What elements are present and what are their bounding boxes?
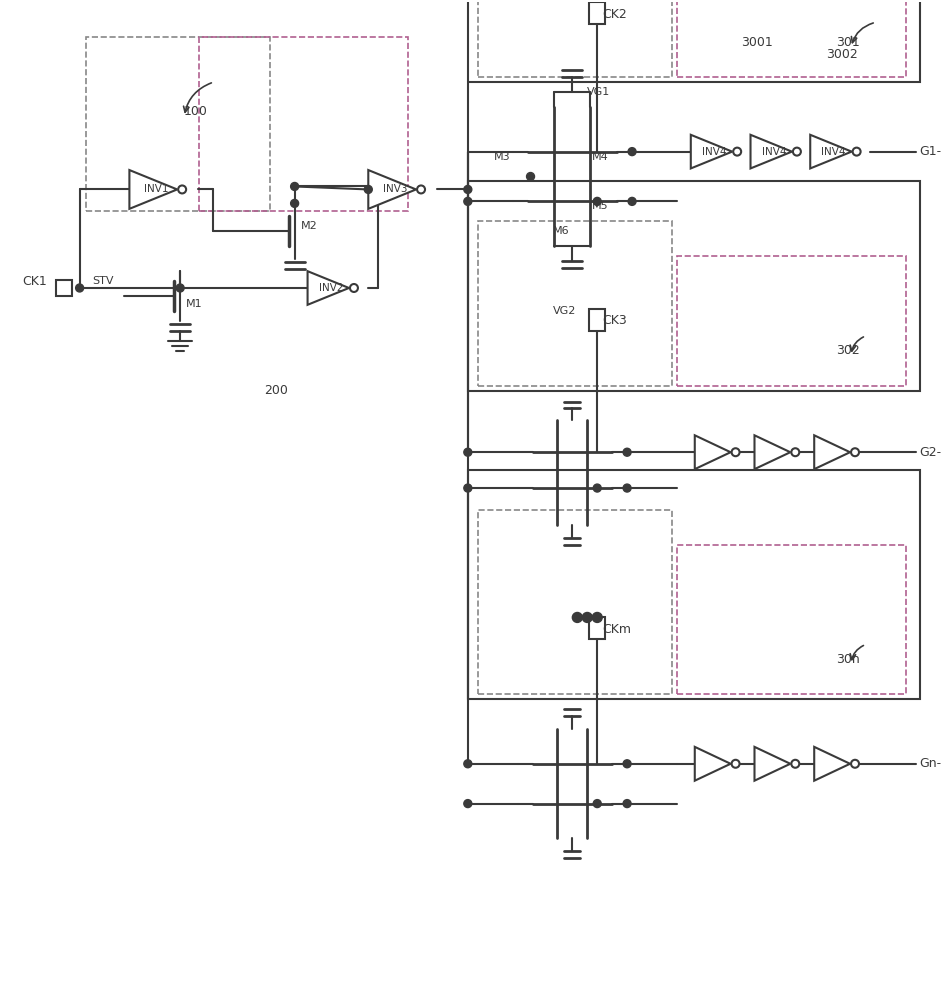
Polygon shape — [815, 435, 850, 469]
Polygon shape — [129, 170, 177, 209]
Text: INV2: INV2 — [319, 283, 343, 293]
Text: INV3: INV3 — [383, 184, 408, 194]
Text: 100: 100 — [184, 105, 208, 118]
Polygon shape — [308, 271, 349, 305]
Bar — [478, 221, 672, 386]
Circle shape — [464, 484, 472, 492]
Circle shape — [791, 448, 800, 456]
Polygon shape — [691, 135, 733, 168]
Bar — [589, 617, 605, 639]
Circle shape — [593, 484, 601, 492]
Text: M1: M1 — [186, 299, 203, 309]
Bar — [468, 470, 919, 699]
Polygon shape — [695, 435, 731, 469]
Circle shape — [582, 612, 592, 622]
Polygon shape — [695, 747, 731, 781]
Bar — [468, 0, 919, 82]
Bar — [589, 2, 605, 24]
Polygon shape — [810, 135, 851, 168]
Circle shape — [417, 185, 425, 193]
Circle shape — [593, 800, 601, 808]
Text: M4: M4 — [592, 152, 609, 162]
Circle shape — [572, 612, 582, 622]
Text: 301: 301 — [836, 36, 860, 49]
Circle shape — [623, 448, 632, 456]
Circle shape — [527, 173, 534, 180]
Text: 200: 200 — [263, 384, 288, 397]
Text: VG1: VG1 — [587, 87, 611, 97]
Bar — [478, 0, 672, 77]
Circle shape — [732, 760, 739, 768]
Circle shape — [464, 448, 472, 456]
Circle shape — [623, 760, 632, 768]
Circle shape — [793, 148, 801, 156]
Text: M3: M3 — [494, 152, 511, 162]
Bar — [56, 280, 72, 296]
Bar — [589, 309, 605, 331]
Text: CK3: CK3 — [602, 314, 627, 327]
Circle shape — [851, 448, 859, 456]
Circle shape — [593, 197, 601, 205]
Text: 3001: 3001 — [742, 36, 773, 49]
Text: M6: M6 — [552, 226, 569, 236]
Polygon shape — [754, 435, 790, 469]
Circle shape — [733, 148, 741, 156]
Text: INV4: INV4 — [821, 147, 846, 157]
Circle shape — [464, 185, 472, 193]
Text: CKm: CKm — [602, 623, 632, 636]
Text: Gn-: Gn- — [919, 757, 942, 770]
Bar — [677, 0, 906, 77]
Polygon shape — [368, 170, 416, 209]
Circle shape — [628, 197, 636, 205]
Polygon shape — [754, 747, 790, 781]
Text: G2-: G2- — [919, 446, 942, 459]
Text: 30n: 30n — [836, 653, 860, 666]
Text: CK1: CK1 — [22, 275, 46, 288]
Bar — [468, 181, 919, 391]
Bar — [677, 256, 906, 386]
Polygon shape — [815, 747, 850, 781]
Bar — [86, 37, 270, 211]
Bar — [199, 37, 408, 211]
Circle shape — [364, 185, 372, 193]
Text: CK2: CK2 — [602, 8, 627, 21]
Circle shape — [623, 800, 632, 808]
Text: G1-: G1- — [919, 145, 942, 158]
Circle shape — [851, 760, 859, 768]
Text: M2: M2 — [300, 221, 317, 231]
Bar — [677, 545, 906, 694]
Circle shape — [623, 484, 632, 492]
Circle shape — [291, 182, 298, 190]
Circle shape — [177, 284, 184, 292]
Circle shape — [291, 199, 298, 207]
Text: 302: 302 — [836, 344, 860, 357]
Circle shape — [76, 284, 84, 292]
Circle shape — [464, 197, 472, 205]
Text: VG2: VG2 — [552, 306, 576, 316]
Text: INV4: INV4 — [762, 147, 786, 157]
Polygon shape — [750, 135, 792, 168]
Circle shape — [732, 448, 739, 456]
Circle shape — [350, 284, 358, 292]
Circle shape — [464, 760, 472, 768]
Text: M5: M5 — [592, 201, 609, 211]
Circle shape — [178, 185, 186, 193]
Text: INV4: INV4 — [701, 147, 726, 157]
Circle shape — [628, 148, 636, 156]
Bar — [478, 510, 672, 694]
Circle shape — [791, 760, 800, 768]
Circle shape — [592, 612, 602, 622]
Text: INV1: INV1 — [144, 184, 169, 194]
Text: 3002: 3002 — [826, 48, 858, 61]
Circle shape — [464, 800, 472, 808]
Circle shape — [852, 148, 861, 156]
Text: STV: STV — [93, 276, 114, 286]
